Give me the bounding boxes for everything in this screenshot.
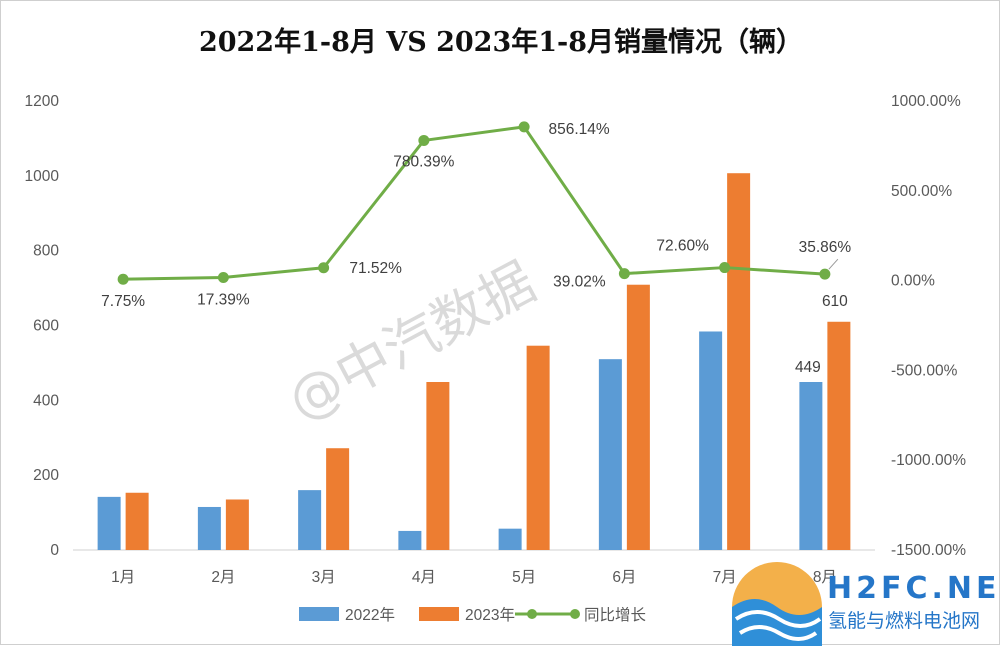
- x-tick-label: 1月: [111, 569, 135, 586]
- legend-swatch-2022: [299, 607, 339, 621]
- left-axis: 0 200 400 600 800 1000 1200: [25, 93, 60, 559]
- bars-layer: [97, 173, 851, 550]
- growth-data-label: 17.39%: [197, 291, 250, 308]
- bar-2022-value-label: 449: [795, 359, 821, 376]
- bar-2023: [727, 173, 751, 550]
- legend: 2022年 2023年 同比增长: [299, 606, 646, 624]
- y-right-tick-label: -500.00%: [891, 362, 958, 379]
- bar-2022: [398, 530, 422, 550]
- y-right-tick-label: -1000.00%: [891, 452, 966, 469]
- y-left-tick-label: 800: [33, 243, 59, 260]
- bar-2023: [125, 492, 149, 550]
- growth-marker: [719, 262, 731, 274]
- bar-2023-value-label: 610: [822, 293, 848, 310]
- growth-line-layer: [117, 121, 831, 285]
- growth-marker: [418, 134, 430, 146]
- bar-2023: [526, 345, 550, 550]
- growth-data-label: 35.86%: [799, 239, 852, 256]
- label-leader-line: [828, 258, 839, 270]
- legend-label-2022: 2022年: [345, 606, 395, 624]
- data-labels-layer: 7.75% 17.39% 71.52% 780.39% 856.14% 39.02% 72.…: [101, 121, 851, 376]
- y-left-tick-label: 400: [33, 392, 59, 409]
- x-axis: 1月 2月 3月 4月 5月 6月 7月 8月: [111, 569, 837, 586]
- y-right-tick-label: 0.00%: [891, 273, 935, 290]
- growth-data-label: 7.75%: [101, 293, 145, 310]
- x-tick-label: 5月: [512, 569, 536, 586]
- y-right-tick-label: 1000.00%: [891, 93, 961, 110]
- y-left-tick-label: 0: [50, 542, 59, 559]
- legend-label-growth: 同比增长: [584, 606, 646, 624]
- y-left-tick-label: 1000: [25, 168, 60, 185]
- growth-data-label: 71.52%: [349, 260, 402, 277]
- growth-data-label: 856.14%: [549, 121, 610, 138]
- bar-2023: [827, 321, 851, 550]
- y-left-tick-label: 600: [33, 318, 59, 335]
- logo: H2FC.NET 氢能与燃料电池网: [732, 562, 1000, 646]
- bar-2022: [298, 490, 322, 550]
- chart-title: 2022年1-8月 VS 2023年1-8月销量情况（辆）: [199, 26, 803, 58]
- growth-data-label: 39.02%: [553, 274, 606, 291]
- bar-2023: [626, 284, 650, 550]
- y-left-tick-label: 1200: [25, 93, 60, 110]
- growth-marker: [117, 273, 129, 285]
- bar-2023: [225, 499, 249, 550]
- bar-2023: [426, 381, 450, 550]
- growth-marker: [217, 271, 229, 283]
- growth-marker: [318, 262, 330, 274]
- x-tick-label: 3月: [312, 569, 336, 586]
- bar-2022: [197, 506, 221, 550]
- legend-swatch-2023: [419, 607, 459, 621]
- y-right-tick-label: 500.00%: [891, 183, 952, 200]
- growth-line: [123, 125, 825, 281]
- x-tick-label: 4月: [412, 569, 436, 586]
- legend-marker-growth: [527, 609, 537, 619]
- logo-emblem-icon: [732, 562, 822, 646]
- x-tick-label: 8月: [813, 569, 837, 586]
- legend-marker-growth-end: [570, 609, 580, 619]
- watermark-text: @中汽数据: [278, 250, 546, 432]
- bar-2022: [598, 359, 622, 550]
- bar-2022: [699, 331, 723, 550]
- y-right-tick-label: -1500.00%: [891, 542, 966, 559]
- x-tick-label: 2月: [211, 569, 235, 586]
- x-tick-label: 7月: [713, 569, 737, 586]
- x-tick-label: 6月: [612, 569, 636, 586]
- growth-data-label: 72.60%: [656, 238, 709, 255]
- bar-2022: [97, 496, 121, 550]
- legend-label-2023: 2023年: [465, 606, 515, 624]
- bar-2022: [498, 528, 522, 550]
- bar-2023: [326, 448, 350, 550]
- y-left-tick-label: 200: [33, 467, 59, 484]
- logo-subtitle: 氢能与燃料电池网: [828, 610, 980, 632]
- right-axis: -1500.00% -1000.00% -500.00% 0.00% 500.00% 10…: [891, 93, 966, 559]
- bar-2022: [799, 381, 823, 550]
- logo-name: H2FC.NET: [827, 571, 1000, 606]
- growth-data-label: 780.39%: [393, 153, 454, 170]
- growth-marker: [518, 121, 530, 133]
- growth-marker: [618, 268, 630, 280]
- growth-marker: [819, 268, 831, 280]
